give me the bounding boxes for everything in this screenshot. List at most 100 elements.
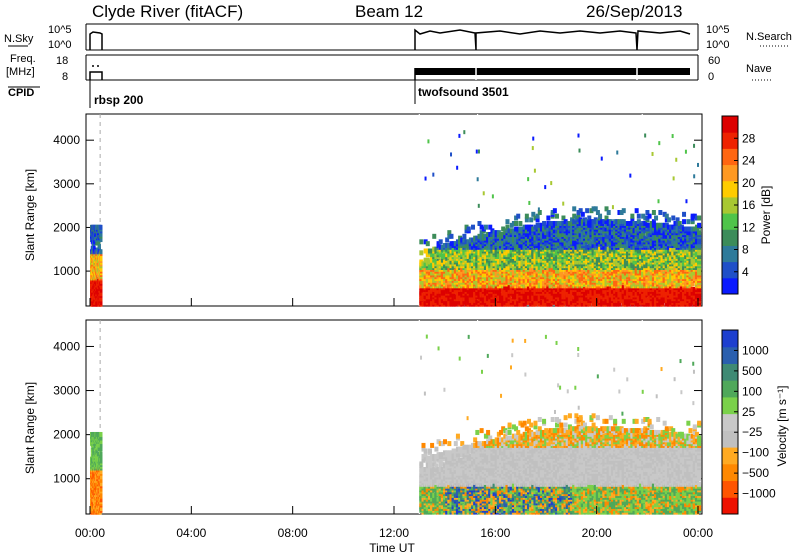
data-cell: [471, 224, 476, 230]
data-cell: [464, 224, 469, 230]
data-cell: [481, 272, 486, 278]
data-cell: [430, 252, 435, 258]
data-cell: [483, 244, 488, 250]
data-cell: [535, 239, 540, 245]
data-cell: [518, 226, 523, 232]
data-cell: [576, 277, 581, 283]
data-cell: [98, 244, 101, 250]
data-cell: [537, 261, 542, 267]
data-cell: [651, 210, 656, 215]
data-cell: [608, 248, 613, 254]
data-cell: [630, 217, 635, 223]
data-cell: [438, 259, 443, 265]
data-cell: [443, 259, 448, 265]
data-cell: [587, 219, 592, 225]
data-cell: [533, 215, 538, 221]
data-cell: [630, 252, 635, 258]
data-cell: [449, 255, 454, 261]
data-cell: [632, 233, 637, 239]
data-cell: [447, 296, 452, 302]
data-cell: [430, 263, 435, 269]
data-cell: [669, 275, 674, 281]
data-cell: [628, 299, 633, 305]
data-cell: [531, 211, 536, 217]
data-cell: [666, 266, 671, 272]
data-cell: [552, 208, 557, 214]
data-cell: [548, 266, 553, 272]
data-cell: [572, 277, 577, 283]
data-cell: [425, 297, 430, 303]
data-cell: [576, 213, 581, 219]
data-cell: [546, 285, 551, 291]
data-cell: [527, 270, 531, 276]
data-cell: [471, 283, 476, 289]
data-cell: [436, 259, 441, 265]
data-cell: [449, 259, 454, 265]
data-cell: [99, 231, 103, 237]
data-cell: [486, 250, 491, 256]
data-cell: [671, 274, 676, 280]
data-cell: [654, 275, 659, 281]
data-cell: [671, 250, 676, 256]
ytick-label: 3000: [53, 177, 80, 191]
data-cell: [466, 263, 471, 269]
data-cell: [522, 277, 527, 283]
data-cell: [475, 255, 480, 261]
nsky-tick-top: 10^5: [48, 24, 72, 36]
data-cell: [550, 210, 555, 215]
data-cell: [522, 259, 527, 265]
data-cell: [615, 219, 620, 225]
data-cell: [641, 241, 646, 247]
data-cell: [449, 286, 454, 292]
data-cell: [610, 252, 615, 258]
data-cell: [533, 252, 538, 258]
freq-label-line1: Freq.: [10, 53, 36, 65]
data-cell: [533, 233, 538, 239]
data-cell: [600, 228, 605, 234]
data-cell: [509, 297, 514, 303]
data-cell: [548, 220, 553, 226]
data-cell: [436, 266, 441, 272]
data-cell: [520, 259, 525, 265]
data-cell: [630, 228, 635, 234]
data-cell: [572, 290, 577, 296]
data-cell: [595, 261, 600, 267]
data-cell: [537, 281, 542, 287]
data-cell: [654, 259, 659, 265]
data-cell: [666, 239, 671, 245]
data-cell: [471, 286, 476, 292]
data-cell: [600, 235, 605, 241]
data-cell: [546, 270, 551, 276]
data-cell: [604, 268, 609, 274]
data-cell: [503, 296, 508, 302]
data-cell: [643, 228, 648, 234]
data-cell: [623, 220, 628, 226]
data-cell: [449, 299, 454, 305]
data-cell: [671, 279, 676, 285]
data-cell: [589, 279, 594, 285]
data-cell: [443, 299, 448, 305]
data-cell: [494, 288, 499, 294]
data-cell: [600, 219, 605, 225]
data-cell: [438, 239, 443, 245]
data-cell: [645, 297, 650, 303]
data-cell: [421, 281, 426, 287]
data-cell: [443, 253, 448, 259]
data-cell: [427, 248, 432, 254]
data-cell: [604, 231, 609, 237]
data-cell: [595, 255, 600, 261]
data-cell: [585, 208, 590, 214]
data-cell: [445, 252, 450, 258]
data-cell: [462, 268, 467, 274]
data-cell: [636, 213, 641, 219]
data-cell: [666, 217, 671, 223]
data-cell: [460, 237, 465, 243]
data-cell: [626, 290, 631, 296]
data-cell: [451, 296, 456, 302]
data-cell: [593, 237, 598, 243]
data-cell: [432, 246, 437, 252]
data-cell: [423, 239, 428, 245]
data-cell: [576, 217, 581, 223]
data-cell: [90, 245, 94, 251]
data-cell: [673, 224, 678, 230]
